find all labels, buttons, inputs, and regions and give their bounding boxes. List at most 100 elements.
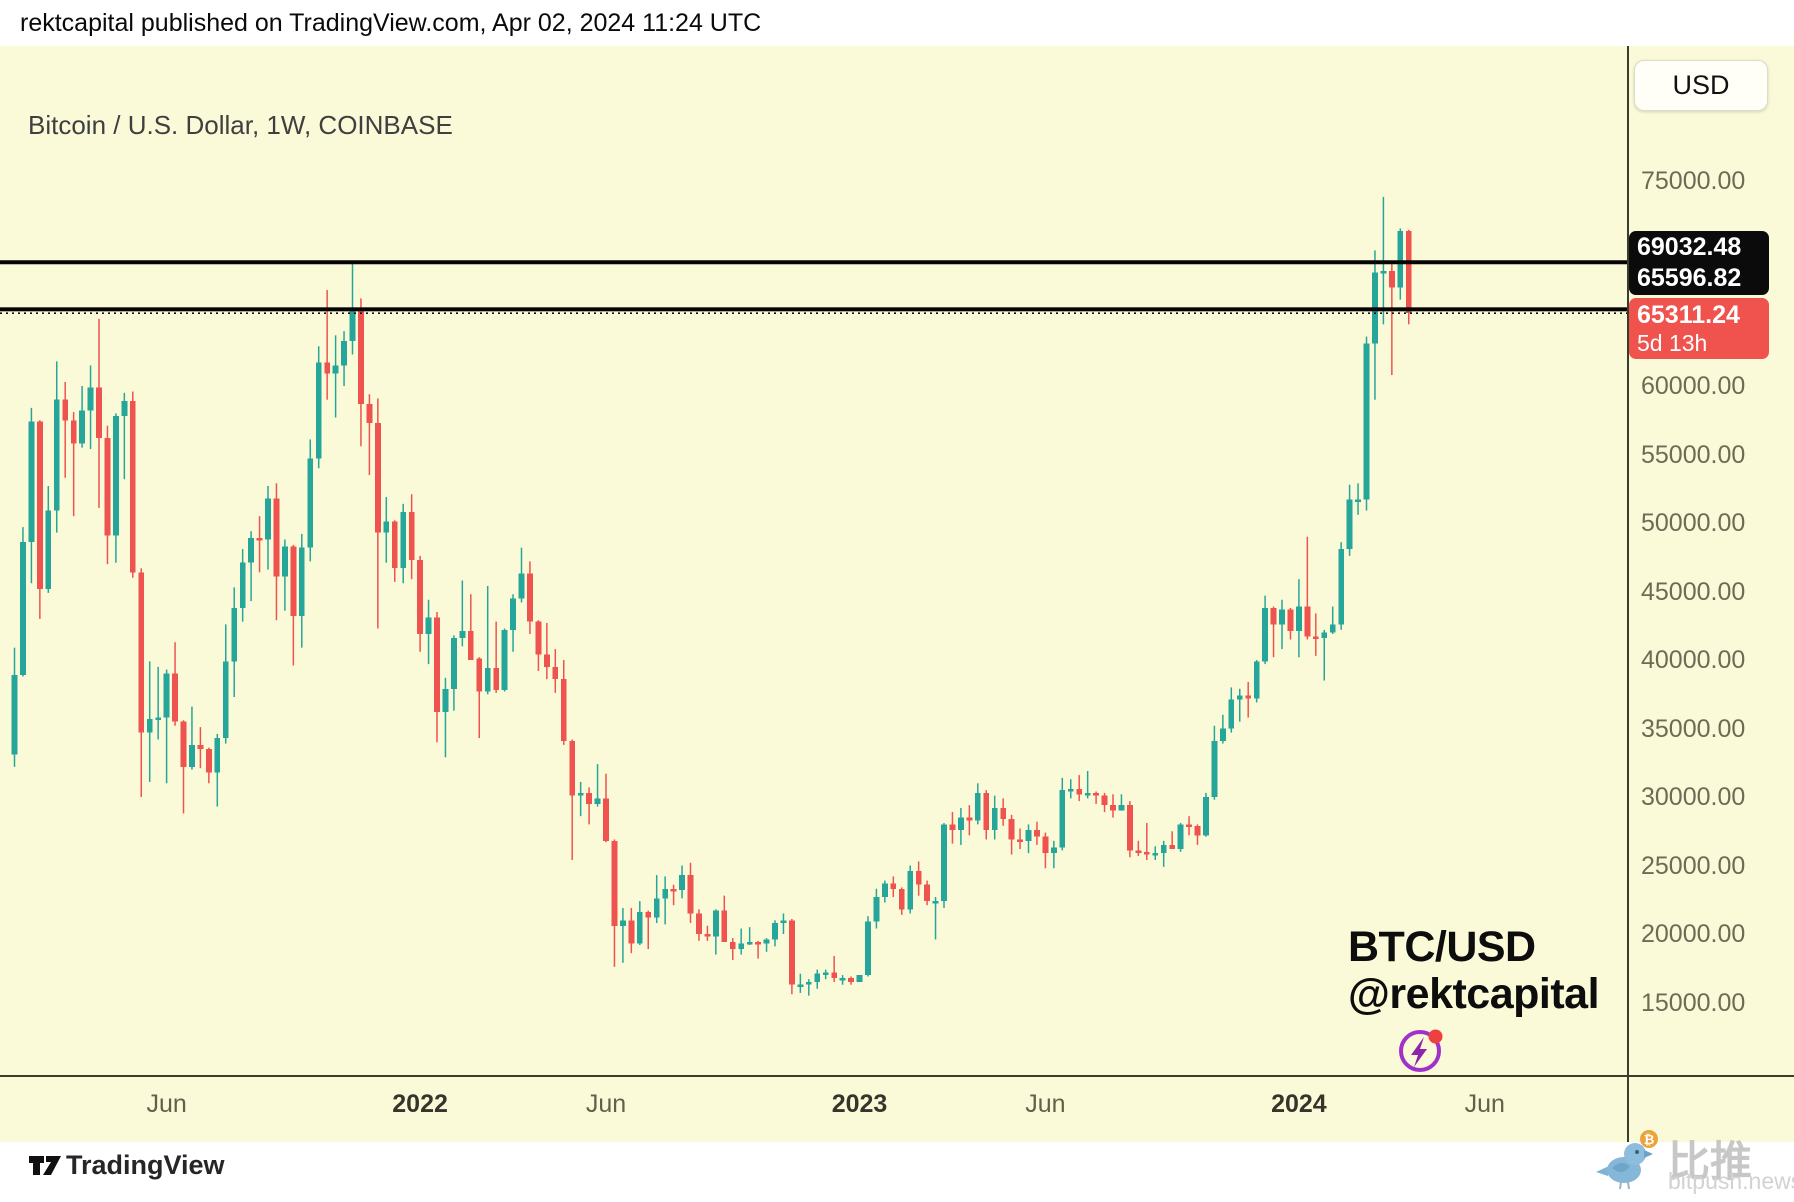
candle [1372,250,1378,400]
candle [290,544,297,666]
watermark-handle: @rektcapital [1348,970,1600,1018]
candle [1236,688,1243,722]
candle [434,612,440,743]
currency-toggle-button[interactable]: USD [1634,60,1768,111]
candle [679,865,685,899]
candle [1194,824,1201,845]
candle [1211,725,1218,800]
candle [1152,846,1159,861]
candle [535,620,542,671]
candle [1219,714,1226,744]
candle [1355,483,1361,515]
candle [442,677,449,758]
candle [484,586,491,695]
candle [1329,606,1336,634]
candle [1186,816,1192,836]
candle [907,865,914,914]
candle [510,594,516,652]
candle [417,555,423,652]
candle [1228,687,1235,733]
candle [729,938,736,961]
resistance-price-label-2: 65596.82 [1637,264,1742,292]
candle [662,876,669,925]
candle [1025,824,1032,854]
candle [189,706,195,770]
candle [36,420,43,619]
candle [459,580,466,647]
candle [1076,775,1083,802]
candle [603,773,609,843]
svg-text:₿: ₿ [1644,1133,1655,1148]
candle [789,918,795,995]
candle [560,660,567,745]
candle [248,531,254,602]
candle [915,861,922,896]
candle [924,880,930,906]
candle [543,623,550,680]
last-price-value: 65311.24 [1637,301,1740,329]
candle [763,938,770,952]
candle [1000,798,1007,826]
candle [1177,823,1184,852]
candle [983,790,990,840]
time-axis-label: 2023 [831,1090,888,1118]
time-axis-label: 2024 [1271,1090,1327,1118]
time-axis-label: 2022 [392,1090,448,1118]
candle [1321,629,1328,681]
candle [620,907,626,963]
candle [163,669,170,784]
level-price-badges: 69032.48 65596.82 [1629,231,1769,295]
candle [991,795,998,840]
tradingview-wordmark[interactable]: TradingView [66,1150,225,1180]
candle [501,628,508,692]
price-tick-label: 25000.00 [1641,851,1746,880]
candle [586,787,592,825]
candle [155,666,162,740]
price-tick-label: 50000.00 [1641,509,1746,537]
candle [400,503,407,584]
bitpush-bird-icon: ₿ [1596,1130,1658,1190]
candle [180,720,187,814]
candle [391,520,398,582]
candle [941,823,947,908]
time-axis-label: Jun [146,1090,187,1118]
candle [1312,613,1319,656]
candle [865,916,871,977]
resistance-level-line[interactable] [0,307,1627,312]
resistance-level-line[interactable] [0,260,1627,265]
author-watermark: BTC/USD @rektcapital [1348,924,1600,1018]
candle [1279,599,1285,650]
candle [966,805,973,836]
candle [425,599,432,665]
candle [1127,801,1133,858]
candle [493,621,500,693]
price-tick-label: 60000.00 [1641,372,1746,400]
rektcapital-logo-icon [1399,1029,1443,1072]
candle [687,862,694,924]
candle [1160,840,1167,867]
candle [87,365,94,450]
candle [797,973,804,993]
price-tick-label: 45000.00 [1641,577,1746,606]
candle [231,587,238,697]
candle [256,516,263,573]
candle [1296,579,1302,658]
candle [451,635,457,711]
bitpush-cn-wordmark: 比推 [1668,1138,1753,1185]
tradingview-logo-icon[interactable] [28,1149,62,1179]
candle [1008,814,1015,855]
price-tick-label: 40000.00 [1641,646,1746,674]
candle [273,483,280,621]
candle [1270,606,1277,658]
candle [298,533,305,648]
candle [104,425,111,565]
candle [53,361,60,533]
candle [755,940,761,959]
symbol-title: Bitcoin / U.S. Dollar, 1W, COINBASE [28,110,453,140]
candle [645,910,652,950]
time-axis-label: Jun [1464,1090,1505,1118]
candle [780,913,787,934]
candle [282,539,288,611]
candle [974,783,981,825]
candle [121,392,128,480]
